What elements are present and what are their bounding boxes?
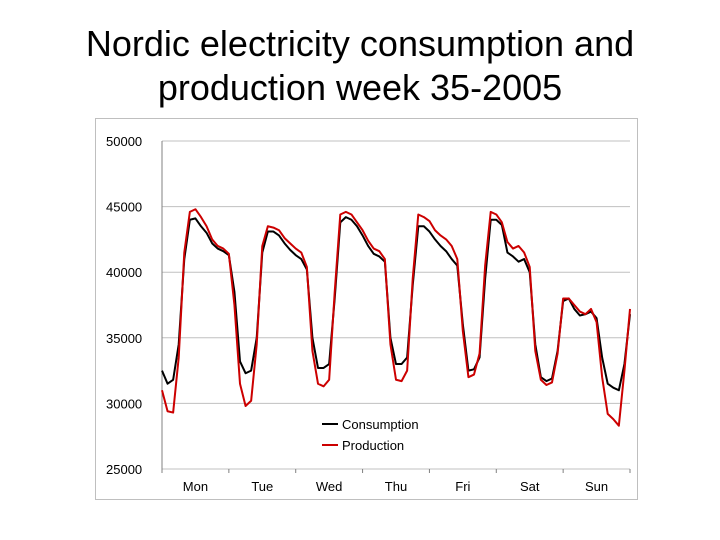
- x-tick-label-mon: Mon: [183, 479, 208, 494]
- grid-lines: [162, 140, 630, 470]
- y-tick-label-35000: 35000: [106, 331, 142, 346]
- slide-title-line-2: production week 35-2005: [157, 67, 563, 108]
- y-tick-label-45000: 45000: [106, 200, 142, 215]
- series-lines: [161, 208, 631, 427]
- y-tick-label-40000: 40000: [106, 265, 142, 280]
- x-tick-label-sat: Sat: [520, 479, 540, 494]
- x-tick-label-thu: Thu: [385, 479, 407, 494]
- x-tick-label-sun: Sun: [585, 479, 608, 494]
- slide-title: Nordic electricity consumption and produ…: [0, 22, 720, 110]
- chart-frame: 25000 30000 35000 40000 45000 50000 Mon Tue Wed…: [95, 118, 638, 500]
- legend-label-consumption: Consumption: [342, 417, 419, 432]
- x-tick-label-tue: Tue: [251, 479, 273, 494]
- axes: [161, 141, 631, 473]
- legend-box: [318, 411, 440, 455]
- slide-title-line-1: Nordic electricity consumption and: [85, 23, 635, 64]
- y-tick-label-30000: 30000: [106, 396, 142, 411]
- series-line-production: [161, 208, 631, 427]
- series-line-consumption: [161, 216, 631, 392]
- y-tick-label-50000: 50000: [106, 134, 142, 149]
- x-tick-label-wed: Wed: [316, 479, 343, 494]
- y-tick-labels: 25000 30000 35000 40000 45000 50000: [106, 134, 142, 477]
- x-tick-label-fri: Fri: [455, 479, 470, 494]
- line-chart: 25000 30000 35000 40000 45000 50000 Mon Tue Wed…: [106, 134, 631, 494]
- x-tick-labels: Mon Tue Wed Thu Fri Sat Sun: [183, 479, 608, 494]
- y-tick-label-25000: 25000: [106, 462, 142, 477]
- legend-label-production: Production: [342, 438, 404, 453]
- legend: Consumption Production: [318, 411, 440, 455]
